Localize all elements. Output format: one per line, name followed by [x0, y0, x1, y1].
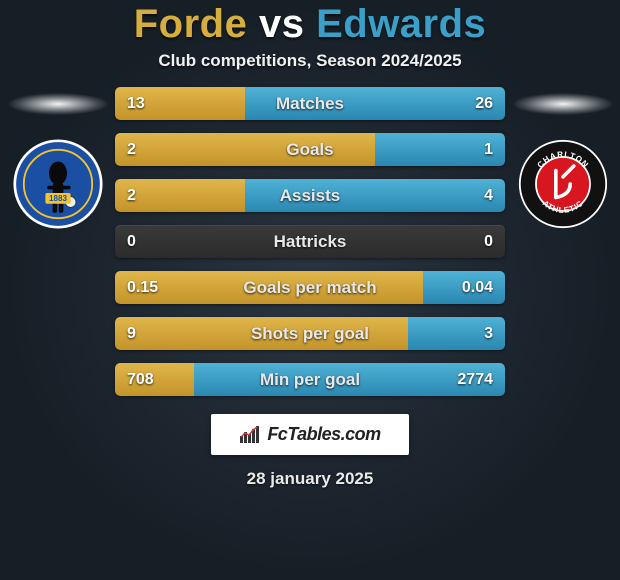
left-side: 1883	[0, 87, 115, 396]
stat-bar: Min per goal708 2774	[115, 363, 505, 396]
stat-value-right: 0.04	[462, 279, 493, 297]
stat-value-right: 4	[484, 187, 493, 205]
right-ellipse-glow	[513, 93, 613, 115]
stat-label: Min per goal	[115, 370, 505, 390]
right-side: CHARLTON ATHLETIC	[505, 87, 620, 396]
brand-box: FcTables.com	[211, 414, 408, 455]
vs-text: vs	[259, 2, 305, 46]
stat-bar: Matches13 26	[115, 87, 505, 120]
stat-label: Assists	[115, 186, 505, 206]
brand-chart-icon	[239, 426, 261, 444]
stat-label: Shots per goal	[115, 324, 505, 344]
stat-value-right: 1	[484, 141, 493, 159]
brand-text: FcTables.com	[267, 424, 380, 445]
stat-value-right: 3	[484, 325, 493, 343]
page-title: Forde vs Edwards	[134, 2, 487, 47]
stat-bar: Assists2 4	[115, 179, 505, 212]
stat-bar: Hattricks0 0	[115, 225, 505, 258]
stat-value-left: 0	[127, 233, 136, 251]
stats-bars: Matches1326Goals21Assists24Hattricks00Go…	[115, 87, 505, 396]
stat-value-left: 13	[127, 95, 145, 113]
stat-value-left: 0.15	[127, 279, 158, 297]
player2-name: Edwards	[316, 2, 486, 46]
main-row: 1883 Matches1326Goals21Assists24Hattrick…	[0, 87, 620, 396]
stat-label: Goals per match	[115, 278, 505, 298]
stat-label: Goals	[115, 140, 505, 160]
stat-bar: Goals2 1	[115, 133, 505, 166]
player1-name: Forde	[134, 2, 248, 46]
stat-value-left: 2	[127, 141, 136, 159]
stat-value-left: 708	[127, 371, 154, 389]
bristol-rovers-crest-icon: 1883	[13, 139, 103, 229]
stat-bar: Shots per goal9 3	[115, 317, 505, 350]
stat-value-right: 0	[484, 233, 493, 251]
stat-value-left: 2	[127, 187, 136, 205]
content-wrapper: Forde vs Edwards Club competitions, Seas…	[0, 0, 620, 580]
stat-label: Hattricks	[115, 232, 505, 252]
left-ellipse-glow	[8, 93, 108, 115]
stat-value-right: 2774	[457, 371, 493, 389]
stat-bar: Goals per match0.15 0.04	[115, 271, 505, 304]
crest-year: 1883	[49, 194, 67, 203]
stat-value-left: 9	[127, 325, 136, 343]
date-text: 28 january 2025	[247, 469, 374, 489]
subtitle: Club competitions, Season 2024/2025	[158, 51, 461, 71]
stat-label: Matches	[115, 94, 505, 114]
footer: FcTables.com 28 january 2025	[211, 414, 408, 489]
stat-value-right: 26	[475, 95, 493, 113]
charlton-athletic-crest-icon: CHARLTON ATHLETIC	[518, 139, 608, 229]
